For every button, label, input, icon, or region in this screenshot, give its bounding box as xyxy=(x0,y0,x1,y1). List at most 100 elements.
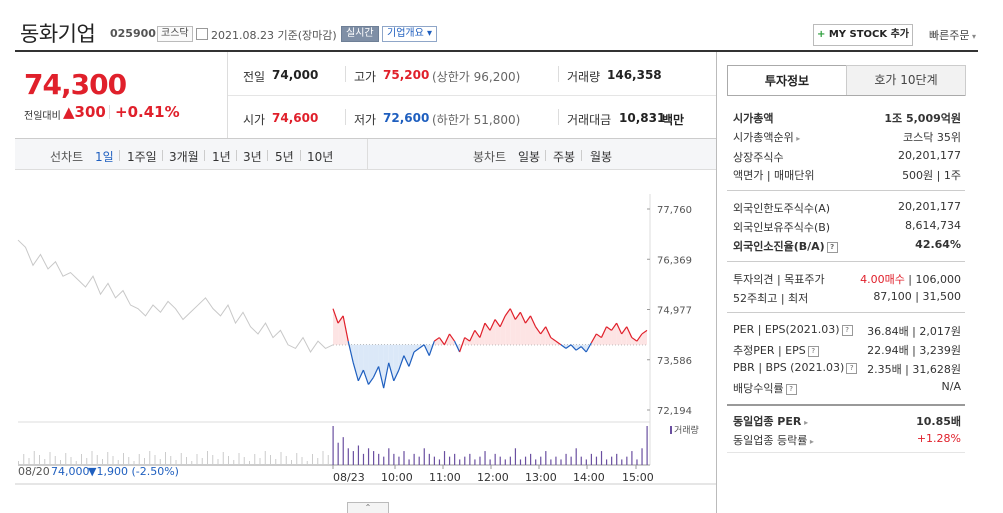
rise-area xyxy=(626,326,632,345)
prev-volume-bar xyxy=(49,452,51,465)
fall-line-segment xyxy=(377,366,385,389)
rise-line-segment xyxy=(519,312,526,324)
rise-line-segment xyxy=(443,333,451,346)
help-icon[interactable]: ? xyxy=(826,241,838,253)
tab-1week[interactable]: 1주일 xyxy=(127,150,157,164)
prev-volume-bar xyxy=(243,457,245,465)
prev-day-line xyxy=(17,239,334,353)
sector-change-link[interactable]: 동일업종 등락률 ▸ xyxy=(733,432,814,448)
volume-bar xyxy=(565,453,567,465)
help-icon[interactable]: ? xyxy=(807,345,819,357)
volume-bar xyxy=(479,456,481,465)
sector-per-value: 10.85배 xyxy=(916,415,961,428)
company-overview-dropdown[interactable]: 기업개요 ▾ xyxy=(382,26,438,42)
rise-line-segment xyxy=(464,337,471,342)
collapse-chart-button[interactable]: ⌃ xyxy=(347,502,389,513)
volume-bar xyxy=(413,453,415,465)
volume-bar xyxy=(393,453,395,465)
chevron-up-icon: ⌃ xyxy=(364,503,372,512)
rise-area xyxy=(545,326,551,345)
fall-area xyxy=(560,344,566,349)
price-chart[interactable]: 77,760 76,369 74,977 73,586 72,194 08/23 10:0… xyxy=(15,169,716,502)
foreign-limit-value: 20,201,177 xyxy=(898,200,961,213)
foreign-holding-label: 외국인보유주식수(B) xyxy=(733,221,831,234)
stats-divider xyxy=(228,95,716,96)
market-cap-rank-link[interactable]: 시가총액순위 ▸ xyxy=(733,129,800,145)
tab-quote-10-levels[interactable]: 호가 10단계 xyxy=(846,65,966,96)
sector-per-link[interactable]: 동일업종 PER ▸ xyxy=(733,413,808,429)
up-triangle-icon: ▲ xyxy=(63,103,75,121)
tab-1year[interactable]: 1년 xyxy=(212,150,231,164)
prev-volume-bar xyxy=(128,457,130,465)
fall-area xyxy=(368,344,374,385)
prev-volume-bar xyxy=(222,452,224,465)
add-my-stock-button[interactable]: + MY STOCK 추가 xyxy=(813,24,913,46)
foreign-holding-value: 8,614,734 xyxy=(905,219,961,232)
quick-order-link[interactable]: 빠른주문 ▾ xyxy=(929,27,976,43)
prev-close-value: 74,000 xyxy=(272,68,319,82)
high-value: 75,200 xyxy=(383,68,430,82)
rise-line-segment xyxy=(524,315,532,324)
lower-limit: (하한가 51,800) xyxy=(432,113,521,127)
rise-line-segment xyxy=(631,337,638,342)
prev-volume-bar xyxy=(102,459,103,465)
volume-bar xyxy=(626,456,628,465)
fall-line-segment xyxy=(352,362,359,382)
chart-tab-bar xyxy=(15,139,716,170)
rise-area xyxy=(333,308,339,345)
tab-monthly-candle[interactable]: 월봉 xyxy=(590,150,613,164)
open-value: 74,600 xyxy=(272,111,319,125)
prev-volume-bar xyxy=(322,451,324,465)
rise-line-segment xyxy=(433,337,440,342)
tab-investment-info[interactable]: 투자정보 xyxy=(727,65,847,96)
fall-line-segment xyxy=(413,347,420,353)
volume-bar xyxy=(545,451,547,465)
prev-volume-bar xyxy=(112,456,114,465)
prev-volume-bar xyxy=(270,455,271,465)
fall-line-segment xyxy=(428,340,435,356)
realtime-badge[interactable]: 실시간 xyxy=(341,26,379,42)
rise-area xyxy=(490,319,496,345)
rise-line-segment xyxy=(540,326,547,335)
prev-volume-bar xyxy=(133,461,135,465)
prev-volume-bar xyxy=(165,452,166,465)
volume-bar xyxy=(580,456,582,465)
help-icon[interactable]: ? xyxy=(841,324,853,336)
divider xyxy=(345,66,346,82)
rise-line-segment xyxy=(600,326,608,338)
x-tick-label: 13:00 xyxy=(525,471,557,484)
rise-area xyxy=(505,308,511,345)
volume-bar xyxy=(509,456,511,465)
tab-daily-candle[interactable]: 일봉 xyxy=(518,150,541,164)
rise-line-segment xyxy=(641,329,648,335)
volume-bar xyxy=(378,453,380,465)
prev-volume-bar xyxy=(86,458,88,465)
x-tick-label: 11:00 xyxy=(429,471,461,484)
prev-volume-bar xyxy=(291,460,292,465)
market-cap-rank-value: 코스닥 35위 xyxy=(903,131,961,144)
tab-5year[interactable]: 5년 xyxy=(275,150,294,164)
rise-line-segment xyxy=(555,340,562,346)
prev-volume-bar xyxy=(317,458,319,465)
foreign-ratio-label: 외국인소진율(B/A)? xyxy=(733,238,838,254)
volume-bar xyxy=(530,453,532,465)
prev-volume-bar xyxy=(275,459,277,465)
y-tick-label: 73,586 xyxy=(657,356,692,367)
divider xyxy=(300,150,301,161)
divider xyxy=(119,150,120,161)
tab-10year[interactable]: 10년 xyxy=(307,150,334,164)
y-tick-label: 72,194 xyxy=(657,406,692,417)
volume-bar xyxy=(514,448,517,465)
high-label: 고가 xyxy=(354,70,377,84)
help-icon[interactable]: ? xyxy=(846,362,858,374)
tab-3months[interactable]: 3개월 xyxy=(169,150,199,164)
tab-weekly-candle[interactable]: 주봉 xyxy=(553,150,576,164)
x-tick-label: 15:00 xyxy=(622,471,654,484)
rise-area xyxy=(464,337,470,345)
rise-line-segment xyxy=(545,326,552,338)
help-icon[interactable]: ? xyxy=(785,383,797,395)
tab-1day[interactable]: 1일 xyxy=(95,150,114,164)
tab-3year[interactable]: 3년 xyxy=(243,150,262,164)
prev-day-change: ▼1,900 (-2.50%) xyxy=(88,465,179,478)
rise-line-segment xyxy=(636,333,643,342)
